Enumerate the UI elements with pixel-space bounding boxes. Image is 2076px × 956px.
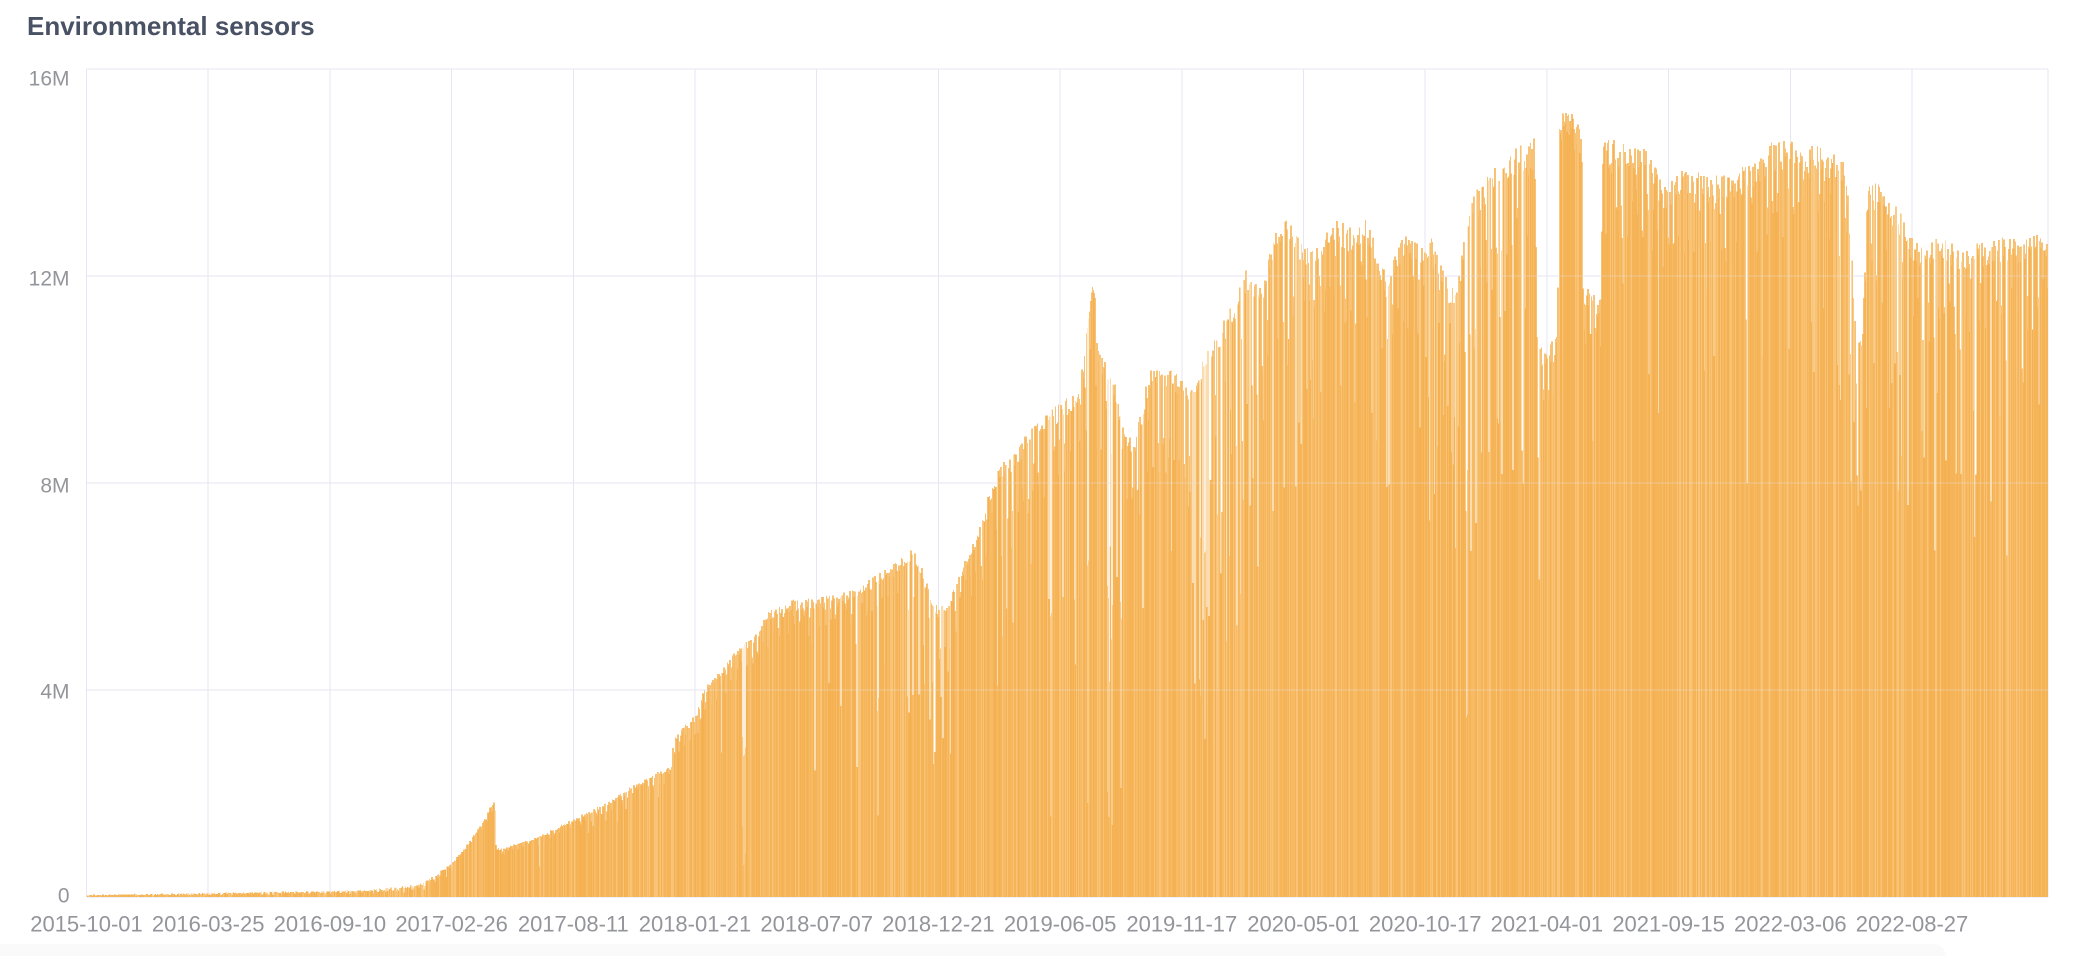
svg-text:12M: 12M — [29, 268, 70, 291]
svg-text:2021-09-15: 2021-09-15 — [1612, 912, 1725, 937]
svg-text:2016-03-25: 2016-03-25 — [152, 912, 265, 937]
svg-text:8M: 8M — [40, 475, 69, 498]
svg-text:2021-04-01: 2021-04-01 — [1491, 912, 1604, 937]
svg-text:0: 0 — [58, 885, 70, 908]
svg-text:2017-02-26: 2017-02-26 — [395, 912, 508, 937]
svg-text:2022-03-06: 2022-03-06 — [1734, 912, 1847, 937]
svg-text:2017-08-11: 2017-08-11 — [518, 912, 629, 937]
svg-text:16M: 16M — [29, 68, 70, 91]
svg-text:2020-10-17: 2020-10-17 — [1369, 912, 1482, 937]
svg-text:Environmental sensors: Environmental sensors — [27, 11, 315, 41]
svg-text:2015-10-01: 2015-10-01 — [30, 912, 143, 937]
svg-text:2020-05-01: 2020-05-01 — [1247, 912, 1360, 937]
svg-text:2016-09-10: 2016-09-10 — [274, 912, 387, 937]
svg-text:4M: 4M — [40, 681, 69, 704]
svg-text:2019-06-05: 2019-06-05 — [1004, 912, 1117, 937]
svg-text:2018-12-21: 2018-12-21 — [882, 912, 995, 937]
svg-text:2018-01-21: 2018-01-21 — [639, 912, 752, 937]
svg-text:2022-08-27: 2022-08-27 — [1856, 912, 1969, 937]
svg-text:2019-11-17: 2019-11-17 — [1126, 912, 1237, 937]
svg-text:2018-07-07: 2018-07-07 — [760, 912, 873, 937]
